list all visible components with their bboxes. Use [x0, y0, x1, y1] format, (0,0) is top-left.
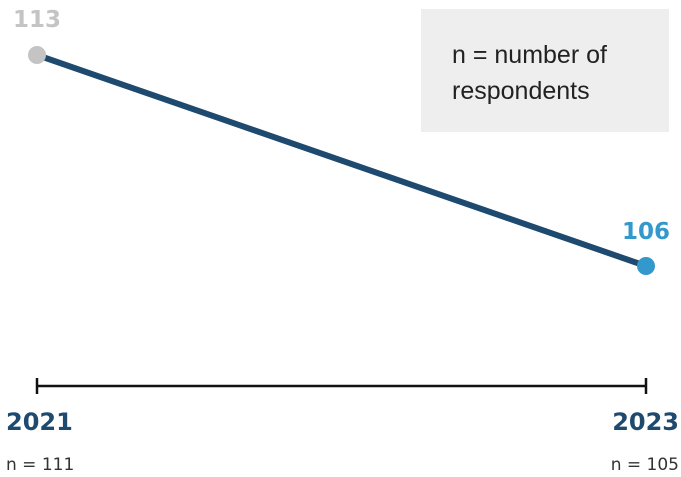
data-label-2021: 113 — [13, 7, 61, 33]
sample-size-label-2023: n = 105 — [611, 455, 679, 475]
x-tick-label-2023: 2023 — [612, 408, 679, 436]
data-point-2021 — [28, 46, 46, 64]
data-point-2023 — [637, 257, 655, 275]
x-tick-label-2021: 2021 — [6, 408, 73, 436]
legend-note: n = number of respondents — [421, 9, 669, 132]
series-line — [34, 52, 649, 269]
sample-size-label-2021: n = 111 — [6, 455, 74, 475]
data-label-2023: 106 — [622, 219, 670, 245]
legend-text: n = number of respondents — [452, 41, 607, 105]
